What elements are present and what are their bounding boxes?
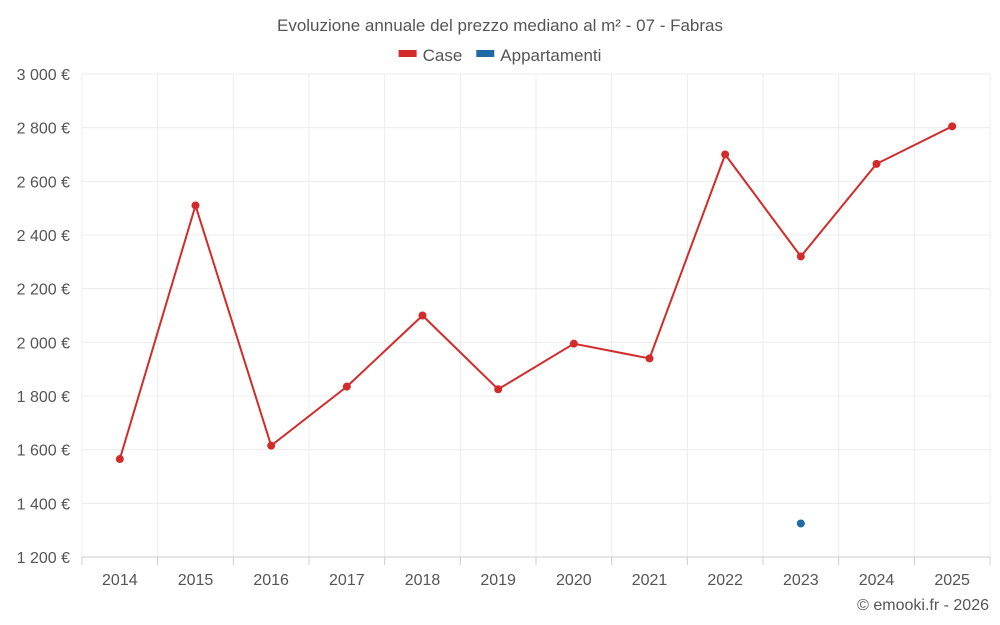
y-tick-label: 1 200 € (17, 550, 70, 567)
y-tick-label: 2 800 € (17, 121, 70, 138)
y-axis: 1 200 € 1 400 € 1 600 € 1 800 € 2 000 € 2 200… (17, 67, 70, 567)
grid (81, 73, 991, 557)
data-point[interactable] (191, 201, 200, 210)
x-tick-label: 2025 (934, 572, 970, 589)
series-line (118, 125, 953, 460)
series-appartamenti (796, 519, 805, 528)
x-tick-label: 2019 (480, 572, 516, 589)
data-point[interactable] (796, 252, 805, 261)
x-tick-label: 2022 (707, 572, 743, 589)
y-tick-label: 2 000 € (17, 335, 70, 352)
legend-swatch (398, 50, 417, 57)
x-tick-label: 2024 (859, 572, 895, 589)
series-layer (115, 122, 957, 528)
y-tick-label: 2 400 € (17, 228, 70, 245)
legend-item-case[interactable]: Case (398, 46, 463, 65)
data-point[interactable] (796, 519, 805, 528)
credit-text: © emooki.fr - 2026 (857, 597, 989, 614)
y-tick-label: 2 600 € (17, 174, 70, 191)
data-point[interactable] (342, 382, 351, 391)
x-tick-label: 2014 (102, 572, 138, 589)
y-tick-label: 1 600 € (17, 443, 70, 460)
x-tick-label: 2023 (783, 572, 819, 589)
data-point[interactable] (569, 339, 578, 348)
x-tick-label: 2015 (178, 572, 214, 589)
y-tick-label: 1 800 € (17, 389, 70, 406)
data-point[interactable] (494, 385, 503, 394)
legend: Case Appartamenti (398, 46, 601, 65)
x-axis: 2014 2015 2016 2017 2018 2019 2020 2021 2022 2023… (81, 556, 991, 589)
data-point[interactable] (115, 455, 124, 464)
legend-label: Case (423, 46, 463, 65)
x-tick-label: 2016 (253, 572, 289, 589)
data-point[interactable] (645, 354, 654, 363)
legend-item-appartamenti[interactable]: Appartamenti (476, 46, 601, 65)
data-point[interactable] (721, 150, 730, 159)
data-point[interactable] (267, 441, 276, 450)
x-tick-label: 2018 (405, 572, 441, 589)
chart-title: Evoluzione annuale del prezzo mediano al… (277, 16, 723, 35)
series-case (115, 122, 957, 464)
data-point[interactable] (418, 311, 427, 320)
x-tick-label: 2021 (632, 572, 668, 589)
legend-label: Appartamenti (500, 46, 601, 65)
y-tick-label: 3 000 € (17, 67, 70, 84)
data-point[interactable] (948, 122, 957, 131)
x-tick-label: 2017 (329, 572, 365, 589)
y-tick-label: 1 400 € (17, 496, 70, 513)
x-tick-label: 2020 (556, 572, 592, 589)
data-point[interactable] (872, 159, 881, 168)
legend-swatch (476, 50, 495, 57)
y-tick-label: 2 200 € (17, 282, 70, 299)
